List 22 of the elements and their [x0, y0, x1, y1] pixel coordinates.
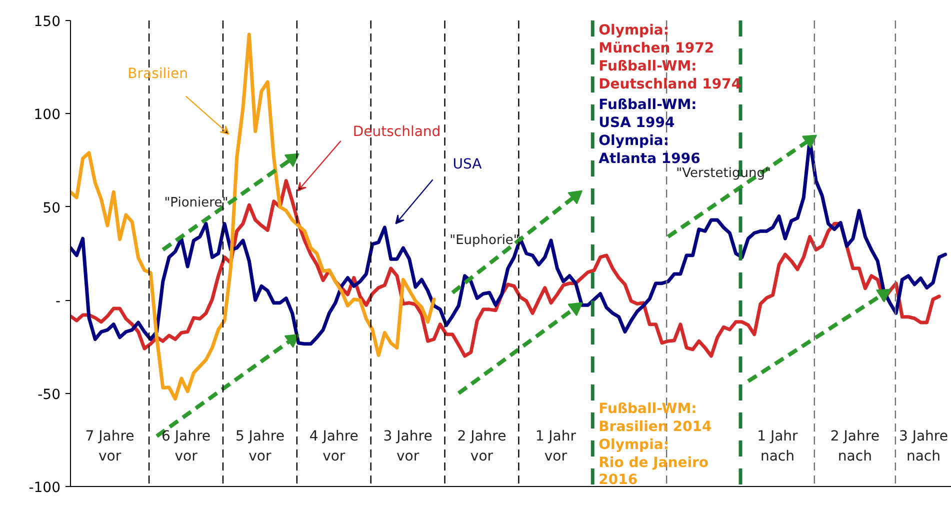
annotation: 5 Jahre vor [235, 428, 284, 464]
annotation: 3 Jahre vor [383, 428, 432, 464]
text: Brasilien [128, 66, 188, 82]
annotation: 4 Jahre vor [309, 428, 358, 464]
annotation: 6 Jahre vor [162, 428, 211, 464]
line-series [70, 179, 941, 358]
annotation: 7 Jahre vor [85, 428, 134, 464]
annotation: "Pioniere" [164, 196, 228, 211]
annotation: 2 Jahre nach [830, 428, 880, 464]
annotation: "Euphorie" [450, 232, 520, 248]
y-tick-label: - [55, 294, 61, 310]
text: USA [452, 156, 482, 173]
annotation: 1 Jahr vor [535, 428, 576, 464]
y-tick-label: 100 [34, 107, 61, 124]
annotation: 1 Jahr nach [757, 428, 798, 464]
annotation: 3 Jahre nach [898, 428, 948, 464]
text: Deutschland [352, 124, 441, 140]
y-tick-label: -50 [38, 386, 61, 403]
annotation: 2 Jahre vor [457, 428, 506, 464]
y-tick-label: 150 [34, 14, 61, 30]
y-tick-label: -100 [28, 480, 61, 496]
y-tick-label: 50 [42, 200, 61, 216]
